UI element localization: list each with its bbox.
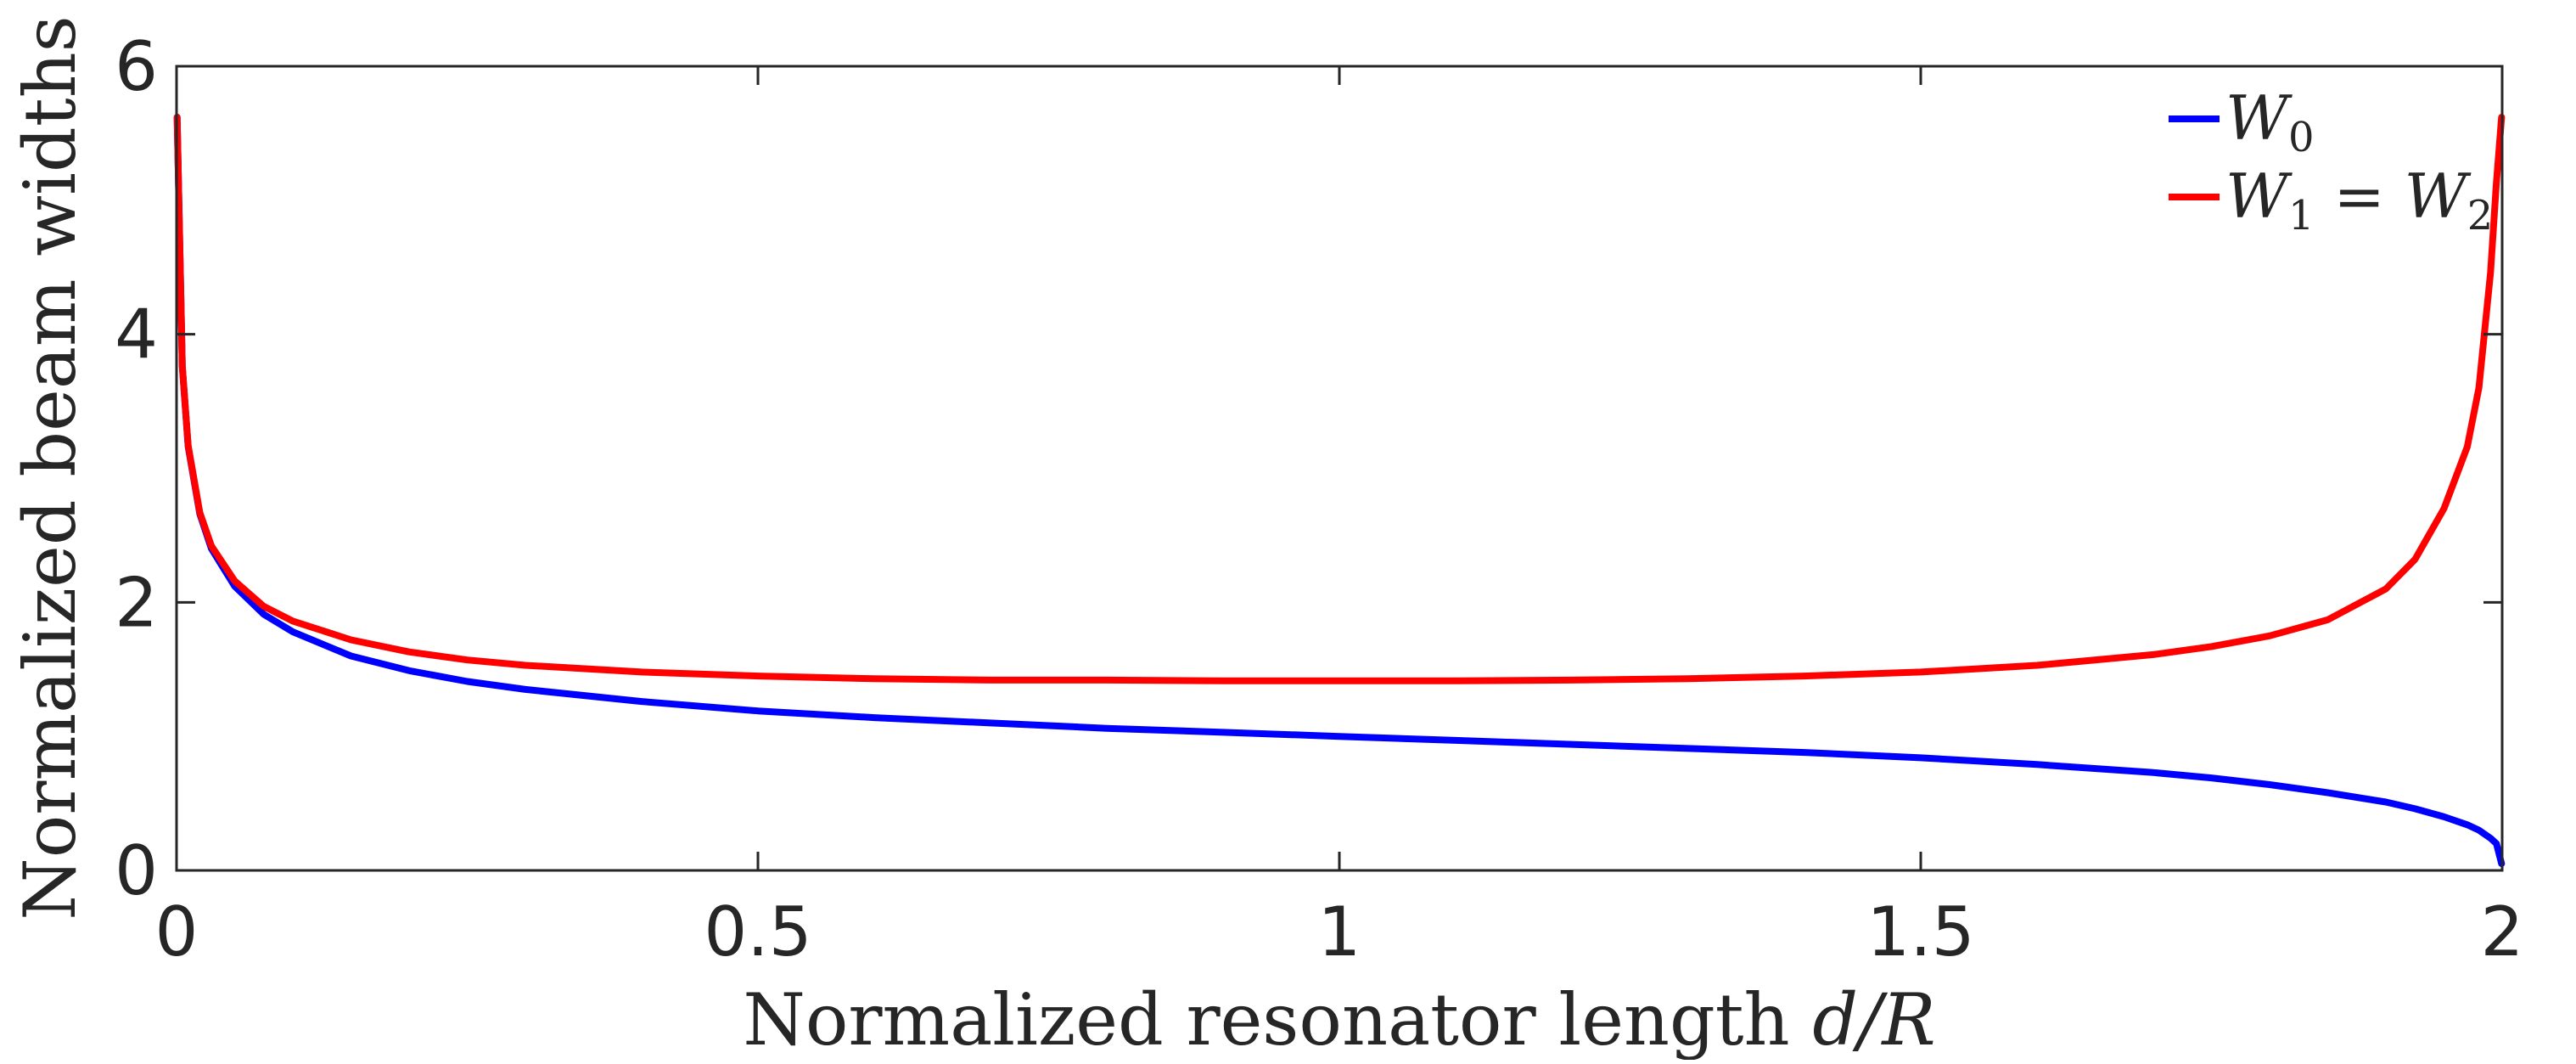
x-tick-label: 0 (155, 892, 199, 971)
series-line-w1-w2 (173, 114, 2506, 684)
legend-label-w1-w2: W1 = W2 (2225, 160, 2493, 239)
y-tick-label: 6 (115, 27, 158, 106)
x-tick-label: 1 (1318, 892, 1361, 971)
x-axis-title: Normalized resonator length d/R (743, 978, 1935, 1060)
x-tick-label: 2 (2481, 892, 2524, 971)
legend-label-w0: W0 (2225, 82, 2315, 161)
plot-area (177, 66, 2502, 870)
tick-layer: 0 0.5 1 1.5 2 0 2 4 6 (115, 27, 2523, 971)
series-line-w0 (173, 114, 2506, 868)
x-tick-label: 0.5 (704, 892, 811, 971)
y-tick-label: 2 (115, 563, 158, 642)
series-layer (173, 114, 2506, 868)
y-tick-label: 4 (115, 296, 158, 374)
y-axis-title: Normalized beam widths (8, 15, 92, 920)
legend: W0 W1 = W2 (2169, 82, 2493, 239)
y-tick-label: 0 (115, 831, 158, 910)
x-tick-label: 1.5 (1866, 892, 1974, 971)
